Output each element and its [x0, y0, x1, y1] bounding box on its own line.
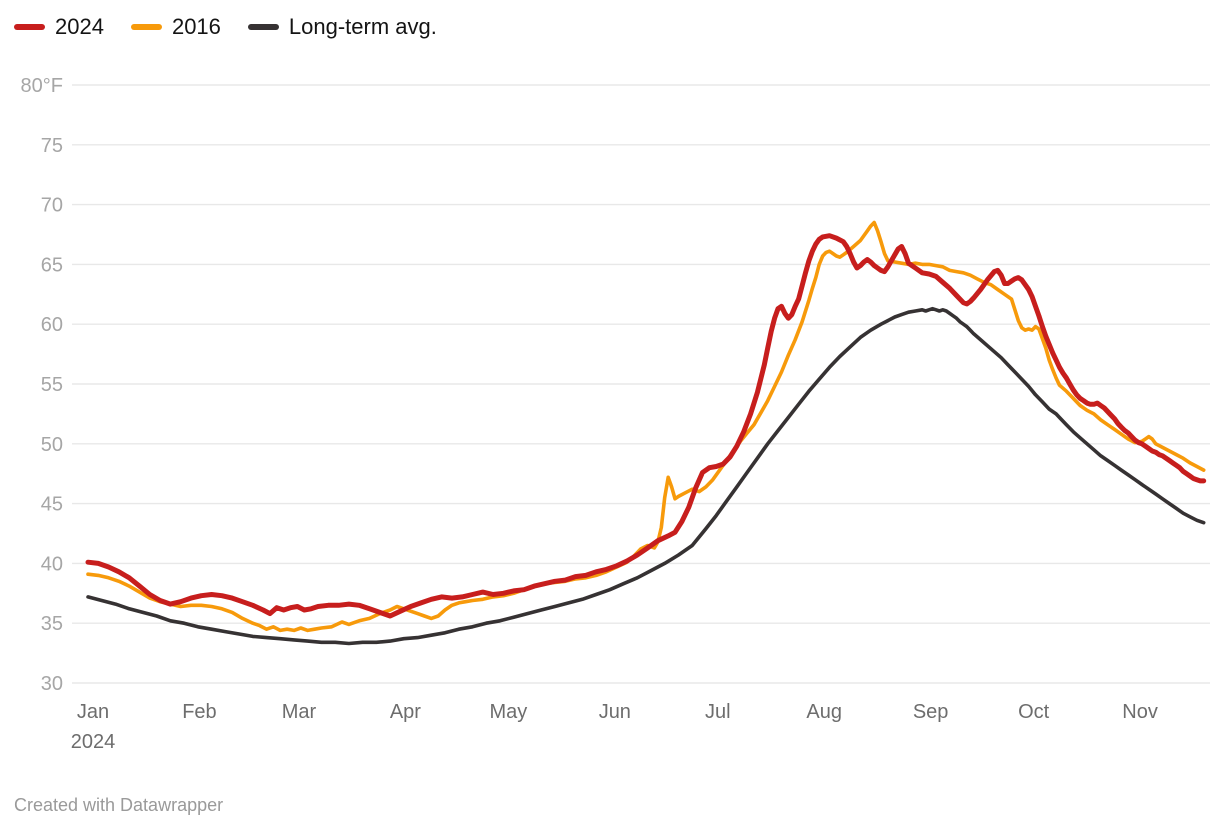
y-axis-label: 35 — [41, 613, 63, 635]
y-axis-label: 45 — [41, 494, 63, 516]
legend: 2024 2016 Long-term avg. — [14, 14, 437, 40]
line-2024 — [85, 233, 1207, 619]
y-axis-label: 40 — [41, 553, 63, 575]
line-2016 — [86, 220, 1206, 633]
y-axis-label: 80°F — [21, 75, 63, 97]
x-axis-label: Jan — [77, 701, 109, 723]
y-axis-label: 75 — [41, 135, 63, 157]
x-axis-label: Aug — [806, 701, 842, 723]
line-long-term-avg — [86, 306, 1206, 646]
x-axis-label: Oct — [1018, 701, 1050, 723]
y-axis-label: 60 — [41, 314, 63, 336]
x-axis-year-label: 2024 — [71, 731, 116, 753]
y-axis-label: 30 — [41, 673, 63, 695]
legend-swatch-icon — [130, 24, 162, 30]
legend-item: 2016 — [130, 14, 221, 40]
legend-label: 2016 — [171, 14, 221, 39]
legend-item: 2024 — [14, 14, 104, 40]
datawrapper-attribution[interactable]: Created with Datawrapper — [14, 795, 224, 815]
x-axis-label: Mar — [282, 701, 317, 723]
legend-label: 2024 — [55, 14, 104, 39]
y-axis-label: 70 — [41, 195, 63, 217]
x-axis-label: Jul — [705, 701, 731, 723]
legend-label: Long-term avg. — [288, 14, 437, 39]
legend-swatch-icon — [14, 24, 45, 30]
x-axis-label: Apr — [390, 701, 421, 723]
x-axis-label: Feb — [182, 701, 216, 723]
legend-item: Long-term avg. — [247, 14, 437, 40]
x-axis-label: May — [489, 701, 527, 723]
y-axis-label: 55 — [41, 374, 63, 396]
x-axis-label: Sep — [913, 701, 949, 723]
y-axis-label: 65 — [41, 254, 63, 276]
legend-swatch-icon — [247, 24, 279, 30]
y-axis-label: 50 — [41, 434, 63, 456]
x-axis-label: Nov — [1122, 701, 1158, 723]
x-axis-label: Jun — [599, 701, 631, 723]
